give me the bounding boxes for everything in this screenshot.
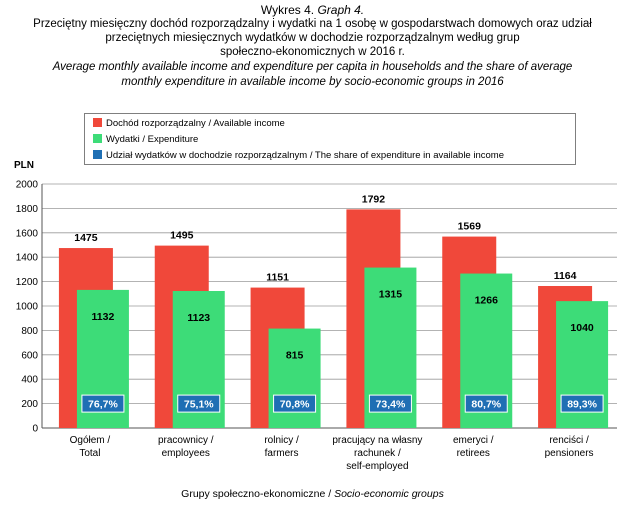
data-label-expenditure: 1266 <box>475 295 499 307</box>
x-axis-title-pl: Grupy społeczno-ekonomiczne <box>181 488 326 500</box>
title-en-line1: Average monthly available income and exp… <box>52 61 573 73</box>
data-label-income: 1495 <box>170 230 194 242</box>
x-tick-label-line: rolnicy / <box>264 435 299 446</box>
share-label: 73,4% <box>376 399 406 411</box>
x-tick-label-line: Ogółem / <box>69 435 111 446</box>
share-label: 76,7% <box>88 399 118 411</box>
data-label-income: 1569 <box>458 221 482 233</box>
x-tick-label-line: renciści / <box>549 435 589 446</box>
share-label: 70,8% <box>280 399 310 411</box>
share-label: 89,3% <box>567 399 597 411</box>
y-tick-label: 1400 <box>16 253 39 264</box>
x-tick-label-line: rachunek / <box>354 448 401 459</box>
share-badge <box>177 394 221 413</box>
x-axis-title-en: Socio-economic groups <box>334 488 444 500</box>
y-tick-label: 1000 <box>16 302 39 313</box>
data-label-income: 1475 <box>74 232 98 244</box>
share-badge <box>368 394 412 413</box>
graph-label-pl: Wykres 4. <box>260 3 315 17</box>
y-axis-unit: PLN <box>14 160 34 171</box>
legend: Dochód rozporządzalny / Available income… <box>84 113 576 165</box>
x-tick-label: Ogółem / Total <box>40 434 140 460</box>
y-tick-label: 1200 <box>16 277 39 288</box>
x-tick-label-line: Total <box>79 448 101 459</box>
y-tick-label: 400 <box>21 375 38 386</box>
legend-label-expenditure: Wydatki / Expenditure <box>106 134 199 145</box>
share-badge <box>464 394 508 413</box>
x-tick-label: pracownicy / employees <box>136 434 236 460</box>
x-tick-label: rolnicy / farmers <box>232 434 332 460</box>
y-tick-label: 1800 <box>16 204 39 215</box>
data-label-expenditure: 1132 <box>92 311 115 323</box>
x-axis-title: Grupy społeczno-ekonomiczne / Socio-econ… <box>181 488 444 500</box>
data-label-income: 1164 <box>554 270 577 282</box>
data-label-income: 1792 <box>362 193 386 205</box>
share-badge <box>81 394 125 413</box>
y-tick-label: 2000 <box>16 180 39 191</box>
legend-label-share: Udział wydatków w dochodzie rozporządzal… <box>106 150 504 161</box>
legend-item-income: Dochód rozporządzalny / Available income <box>93 118 285 130</box>
title-en-line2: monthly expenditure in available income … <box>121 76 504 88</box>
title-pl-line3: społeczno-ekonomicznych w 2016 r. <box>220 46 405 58</box>
legend-swatch-expenditure <box>93 134 102 143</box>
title-pl-line1: Przeciętny miesięczny dochód rozporządza… <box>33 18 592 30</box>
y-tick-label: 0 <box>32 424 38 435</box>
legend-swatch-share <box>93 150 102 159</box>
x-tick-label-line: pracujący na własny <box>332 435 423 446</box>
share-label: 80,7% <box>471 399 501 411</box>
share-badge <box>273 394 317 413</box>
legend-item-expenditure: Wydatki / Expenditure <box>93 134 198 146</box>
x-tick-label-line: pensioners <box>544 448 594 459</box>
y-tick-label: 800 <box>21 326 38 337</box>
y-tick-label: 600 <box>21 350 38 361</box>
chart-title: Wykres 4. Graph 4. Przeciętny miesięczny… <box>0 3 625 89</box>
share-label: 75,1% <box>184 399 214 411</box>
data-label-expenditure: 1123 <box>187 312 210 324</box>
y-tick-label: 200 <box>21 399 38 410</box>
x-tick-label: renciści / pensioners <box>519 434 619 460</box>
data-label-expenditure: 1315 <box>379 289 403 301</box>
x-tick-label-line: retirees <box>456 448 490 459</box>
share-badge <box>560 394 604 413</box>
x-tick-label-line: farmers <box>264 448 299 459</box>
x-tick-label-line: pracownicy / <box>157 435 214 446</box>
legend-item-share: Udział wydatków w dochodzie rozporządzal… <box>93 150 504 162</box>
data-label-income: 1151 <box>266 272 289 284</box>
x-tick-label-line: self-employed <box>346 461 409 472</box>
y-tick-label: 1600 <box>16 228 39 239</box>
x-tick-label-line: emeryci / <box>452 435 494 446</box>
legend-label-income: Dochód rozporządzalny / Available income <box>106 118 285 129</box>
data-label-expenditure: 815 <box>286 350 304 362</box>
data-label-expenditure: 1040 <box>570 322 594 334</box>
graph-label-en: Graph 4. <box>317 3 365 17</box>
x-tick-label-line: employees <box>161 448 210 459</box>
bar-expenditure <box>268 328 321 428</box>
x-tick-label: pracujący na własny rachunek / self-employ… <box>327 434 427 473</box>
title-pl-line2: przeciętnych miesięcznych wydatków w doc… <box>105 32 520 44</box>
graph-label: Wykres 4. Graph 4. <box>0 3 625 17</box>
legend-swatch-income <box>93 118 102 127</box>
x-tick-label: emeryci / retirees <box>423 434 523 460</box>
